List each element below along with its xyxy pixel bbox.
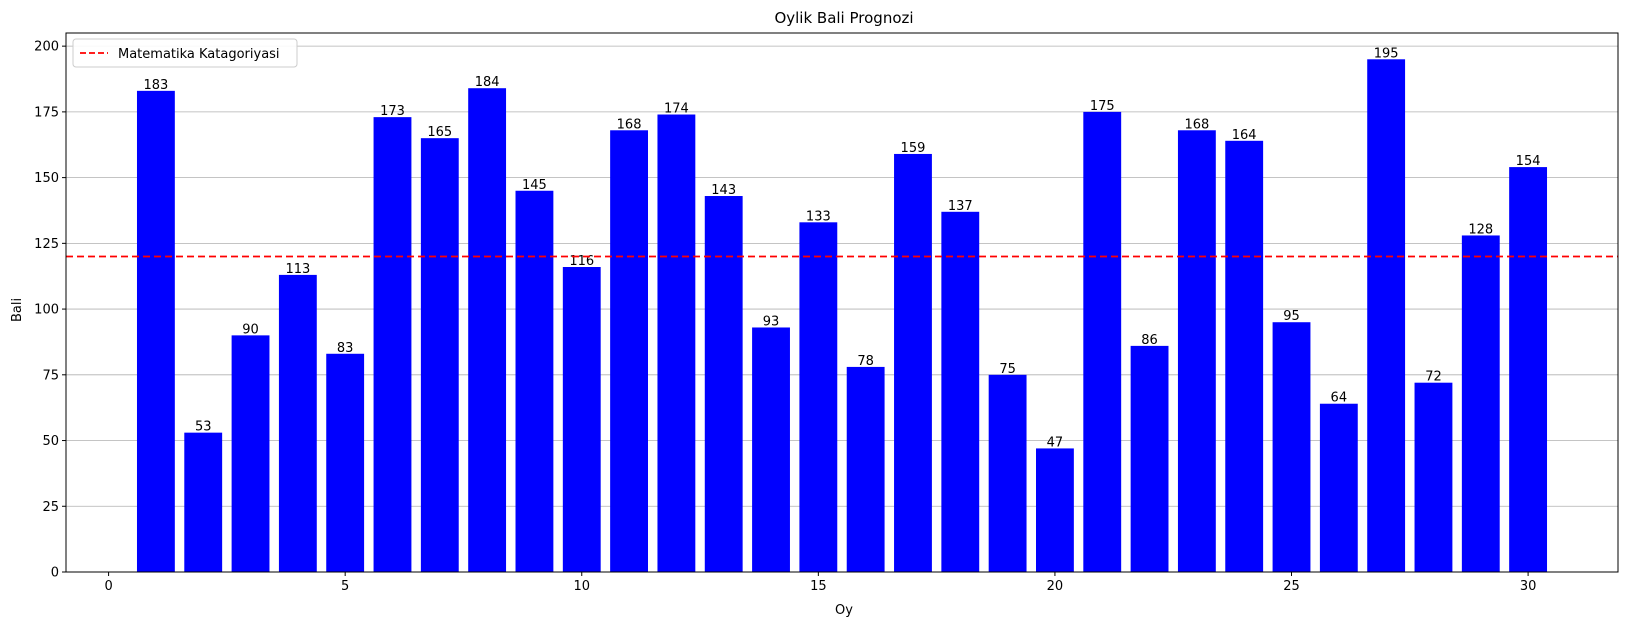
bar-value-label: 83 — [337, 341, 354, 356]
bar-value-label: 168 — [617, 117, 642, 132]
bar-value-label: 128 — [1468, 222, 1493, 237]
bar — [704, 196, 743, 572]
bar-value-label: 183 — [143, 78, 168, 93]
bar — [799, 222, 838, 572]
x-tick-label: 25 — [1283, 579, 1300, 594]
x-tick-label: 0 — [104, 579, 112, 594]
bar — [326, 353, 365, 572]
bar-value-label: 159 — [901, 141, 926, 156]
y-tick-label: 125 — [34, 237, 59, 252]
x-tick-label: 20 — [1047, 579, 1064, 594]
bar-value-label: 75 — [999, 362, 1016, 377]
bar-value-label: 64 — [1331, 391, 1348, 406]
bar — [941, 211, 980, 573]
bar-value-label: 72 — [1425, 370, 1442, 385]
bar-value-label: 137 — [948, 199, 973, 214]
bar — [136, 90, 175, 572]
plot-frame — [65, 32, 1619, 573]
chart-title: Oylik Bali Prognozi — [774, 9, 913, 27]
bar-value-label: 165 — [427, 125, 452, 140]
bar-value-label: 47 — [1047, 435, 1064, 450]
bar-value-label: 184 — [475, 75, 500, 90]
bar — [231, 335, 270, 572]
y-tick-label: 25 — [42, 500, 59, 515]
bar — [1319, 403, 1358, 572]
bar — [1461, 235, 1500, 572]
legend: Matematika Katagoriyasi — [72, 38, 298, 68]
bar — [1036, 448, 1074, 572]
x-tick-label: 10 — [573, 579, 590, 594]
bar — [515, 190, 554, 572]
y-tick-label: 50 — [42, 434, 59, 449]
bar-value-label: 164 — [1232, 128, 1257, 143]
bar-value-label: 116 — [569, 254, 594, 269]
bar — [1509, 167, 1548, 572]
bar-value-label: 53 — [195, 420, 212, 435]
bar — [468, 88, 507, 573]
y-tick-label: 150 — [34, 171, 59, 186]
bar-labels: 183 53 90 113 83 173 165 184 145 116 168 174 143 93 13… — [143, 46, 1540, 450]
bar — [1414, 382, 1453, 572]
bar — [988, 374, 1027, 572]
bar — [562, 267, 601, 572]
bar — [184, 432, 223, 572]
y-axis-label: Bali — [10, 298, 25, 322]
bar-value-label: 175 — [1090, 99, 1115, 114]
grid-lines — [66, 45, 1618, 573]
x-tick-label: 15 — [810, 579, 827, 594]
bar-value-label: 86 — [1141, 333, 1158, 348]
x-axis-label: Oy — [835, 603, 853, 618]
bar — [894, 153, 932, 572]
bar — [610, 130, 648, 572]
y-tick-label: 175 — [34, 105, 59, 120]
bar-value-label: 90 — [242, 322, 259, 337]
bar-value-label: 174 — [664, 102, 689, 117]
bar-value-label: 143 — [711, 183, 736, 198]
y-tick-label: 200 — [34, 40, 59, 55]
bar-value-label: 145 — [522, 178, 547, 193]
bar — [1177, 130, 1216, 572]
bar — [657, 114, 696, 572]
bar — [373, 117, 412, 572]
y-tick-label: 75 — [42, 368, 59, 383]
bar — [1225, 140, 1264, 573]
bar — [1272, 322, 1311, 572]
bar — [1083, 111, 1122, 572]
bar-value-label: 133 — [806, 209, 831, 224]
bar — [1367, 59, 1406, 573]
y-axis-ticks: 0 25 50 75 100 125 150 175 200 — [34, 40, 66, 581]
y-tick-label: 100 — [34, 303, 59, 318]
bar — [278, 274, 317, 572]
bar — [1130, 345, 1169, 572]
bars — [136, 59, 1548, 573]
legend-label: Matematika Katagoriyasi — [118, 47, 280, 62]
bar-value-label: 113 — [285, 262, 310, 277]
bar-value-label: 154 — [1516, 154, 1541, 169]
x-axis-ticks: 0 5 10 15 20 25 30 — [104, 572, 1536, 594]
bar-value-label: 168 — [1184, 117, 1209, 132]
bar-value-label: 93 — [763, 314, 780, 329]
bar-value-label: 195 — [1374, 46, 1399, 61]
bar-value-label: 95 — [1283, 309, 1300, 324]
bar — [752, 327, 790, 572]
bar — [846, 366, 885, 572]
bar-value-label: 78 — [857, 354, 874, 369]
y-tick-label: 0 — [51, 566, 59, 581]
bar-value-label: 173 — [380, 104, 405, 119]
bar — [420, 138, 459, 573]
x-tick-label: 5 — [341, 579, 349, 594]
x-tick-label: 30 — [1520, 579, 1537, 594]
legend-box — [72, 38, 298, 68]
